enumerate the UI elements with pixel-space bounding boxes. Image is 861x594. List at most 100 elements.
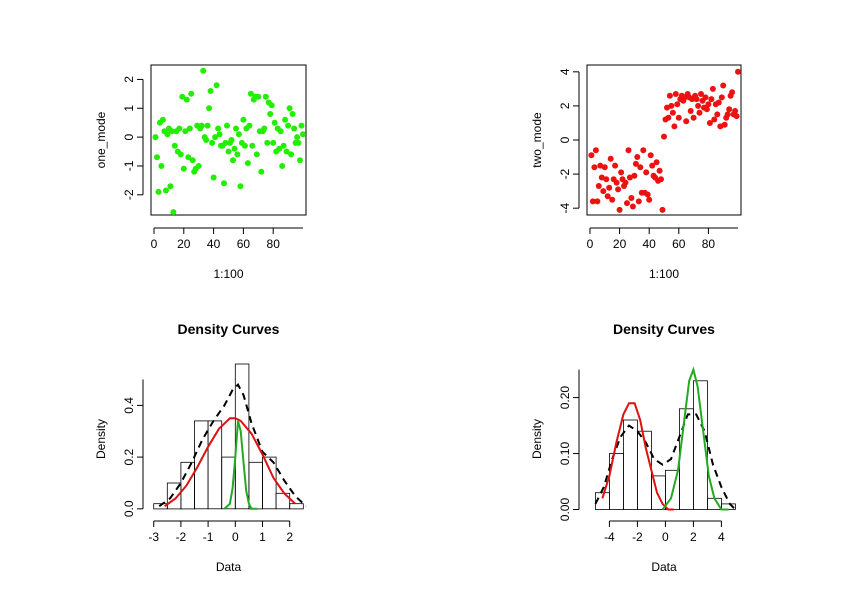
scatter-point (285, 122, 292, 129)
scatter-point (724, 111, 731, 118)
x-tick-label: 20 (177, 237, 191, 251)
scatter-point (244, 160, 251, 167)
panel-1: 0 20 40 60 80 -2 -1 0 1 2 1:100 one_mode (94, 64, 307, 281)
x-axis: -4 -2 0 2 4 (604, 520, 725, 544)
scatter-point (225, 148, 232, 155)
scatter-point (209, 139, 216, 146)
scatter-point (283, 148, 290, 155)
scatter-point (212, 134, 219, 141)
scatter-point (189, 157, 196, 164)
scatter-point (592, 147, 599, 154)
scatter-point (631, 172, 638, 179)
y-tick-label: -2 (558, 168, 572, 179)
scatter-point (624, 200, 630, 207)
scatter-point (595, 183, 602, 189)
scatter-point (279, 163, 286, 169)
scatter-point (240, 116, 247, 123)
scatter-point (634, 154, 641, 160)
scatter-point (618, 169, 625, 176)
density-curve (661, 366, 729, 511)
scatter-point (702, 94, 709, 101)
scatter-point (280, 142, 287, 149)
x-tick-label: 20 (613, 237, 627, 251)
y-tick-label: 0.10 (558, 442, 572, 466)
scatter-point (635, 198, 642, 205)
scatter-point (152, 134, 159, 141)
scatter-point (207, 88, 214, 94)
scatter-point (612, 162, 619, 169)
scatter-point (167, 183, 174, 190)
scatter-point (708, 96, 715, 103)
y-tick-label: 2 (122, 76, 136, 83)
scatter-point (213, 82, 220, 89)
y-axis: 0.0 0.2 0.4 (122, 379, 144, 517)
x-tick-label: 0 (587, 237, 594, 251)
panel-4: Density Curves -4 -2 0 2 4 0.00 0.10 0.20 Data Den… (530, 321, 737, 574)
scatter-point (597, 162, 604, 169)
panel-2: 0 20 40 60 80 -4 -2 0 2 4 1:100 two_mode (530, 64, 742, 281)
scatter-point (249, 142, 256, 149)
scatter-point (247, 90, 254, 97)
scatter-point (606, 184, 613, 191)
x-tick-label: -2 (176, 530, 187, 544)
scatter-point (224, 122, 230, 129)
scatter-point (669, 109, 676, 116)
scatter-point (674, 101, 681, 108)
scatter-point (695, 102, 702, 109)
scatter-point (276, 145, 283, 152)
scatter-point (706, 120, 713, 126)
scatter-point (732, 108, 739, 114)
scatter-point (210, 174, 217, 181)
scatter-point (241, 142, 248, 149)
x-axis: 0 20 40 60 80 (587, 227, 739, 251)
chart-title: Density Curves (613, 321, 715, 337)
scatter-point (647, 152, 654, 159)
y-tick-label: 0.4 (122, 397, 136, 414)
scatter-point (295, 139, 302, 146)
x-tick-label: -1 (203, 530, 214, 544)
scatter-point (607, 155, 614, 162)
scatter-point (661, 133, 667, 140)
scatter-point (705, 101, 712, 108)
y-tick-label: 0.0 (122, 500, 136, 517)
scatter-point (671, 123, 678, 130)
scatter-point (237, 183, 244, 190)
y-tick-label: 0.20 (558, 386, 572, 410)
y-tick-label: -1 (122, 160, 136, 171)
scatter-point (715, 99, 722, 106)
scatter-point (637, 164, 644, 171)
scatter-point (300, 131, 306, 138)
scatter-point (714, 111, 721, 118)
scatter-point (629, 203, 636, 210)
scatter-point (632, 160, 639, 167)
scatter-point (615, 186, 622, 193)
scatter-point (262, 93, 269, 100)
scatter-point (600, 188, 607, 195)
scatter-point (171, 142, 178, 149)
scatter-point (159, 116, 166, 123)
scatter-point (267, 111, 274, 117)
scatter-point (656, 167, 663, 174)
x-tick-label: -3 (148, 530, 159, 544)
scatter-point (291, 125, 298, 132)
scatter-point (203, 137, 210, 143)
scatter-point (271, 119, 278, 126)
scatter-point (703, 106, 710, 113)
scatter-point (696, 109, 703, 116)
scatter-point (195, 163, 202, 169)
scatter-point (613, 179, 620, 186)
scatter-point (228, 137, 235, 143)
histogram-bar (693, 380, 708, 510)
histogram-bar (248, 461, 263, 510)
x-tick-label: 0 (662, 530, 669, 544)
scatter-point (261, 125, 268, 132)
y-axis-label: Density (530, 419, 544, 459)
scatter-point (233, 125, 239, 132)
scatter-point (288, 151, 295, 158)
scatter-point (604, 193, 611, 200)
x-axis-label: 1:100 (213, 267, 243, 281)
x-tick-label: 1 (259, 530, 266, 544)
scatter-point (270, 139, 277, 146)
scatter-point (154, 154, 160, 161)
y-tick-label: 0.00 (558, 498, 572, 522)
